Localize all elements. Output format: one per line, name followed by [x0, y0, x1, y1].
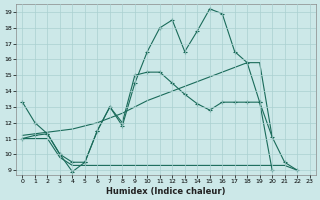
X-axis label: Humidex (Indice chaleur): Humidex (Indice chaleur) [106, 187, 226, 196]
